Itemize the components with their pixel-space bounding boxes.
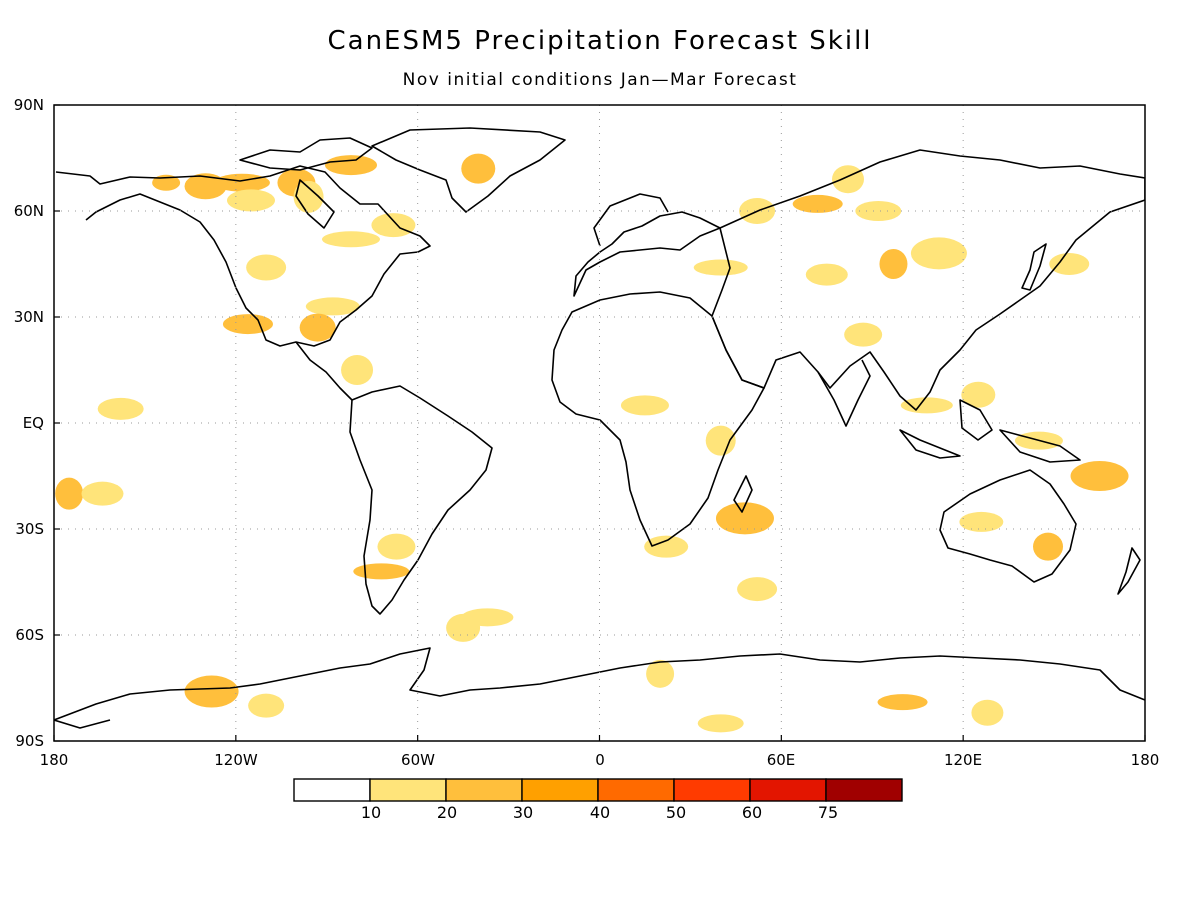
skill-region bbox=[910, 237, 967, 270]
lat-tick-label: 30N bbox=[13, 308, 44, 326]
lat-tick-label: 60S bbox=[15, 626, 44, 644]
skill-region bbox=[620, 395, 669, 416]
colorbar-swatch bbox=[369, 778, 447, 802]
skill-region bbox=[877, 694, 928, 711]
lat-tick-label: 30S bbox=[15, 520, 44, 538]
colorbar-swatch bbox=[825, 778, 903, 802]
skill-region bbox=[226, 189, 275, 212]
colorbar-label: 60 bbox=[741, 803, 763, 822]
lon-tick-label: 120E bbox=[943, 751, 983, 769]
skill-region bbox=[879, 249, 908, 279]
colorbar-label: 40 bbox=[589, 803, 611, 822]
skill-region bbox=[961, 381, 996, 408]
lon-tick-label: 180 bbox=[1130, 751, 1160, 769]
lon-tick-label: 60W bbox=[401, 751, 435, 769]
colorbar-swatch bbox=[597, 778, 675, 802]
skill-region bbox=[305, 297, 360, 316]
colorbar-label: 10 bbox=[360, 803, 382, 822]
colorbar-label: 20 bbox=[436, 803, 458, 822]
skill-region bbox=[371, 213, 416, 238]
skill-region bbox=[1049, 253, 1090, 275]
skill-region bbox=[792, 194, 843, 213]
lat-tick-label: EQ bbox=[22, 414, 44, 432]
skill-region bbox=[299, 313, 336, 342]
skill-region bbox=[832, 165, 865, 194]
colorbar-swatch bbox=[521, 778, 599, 802]
skill-region bbox=[55, 477, 84, 510]
skill-region bbox=[321, 231, 380, 248]
gridlines bbox=[54, 105, 1145, 741]
skill-region bbox=[246, 254, 287, 281]
skill-region bbox=[97, 397, 144, 420]
skill-region bbox=[900, 397, 953, 414]
skill-region bbox=[341, 355, 374, 385]
skill-region bbox=[81, 481, 124, 506]
skill-shading bbox=[55, 153, 1129, 733]
colorbar bbox=[293, 778, 903, 802]
skill-region bbox=[213, 173, 270, 192]
map-frame bbox=[53, 104, 1146, 742]
skill-region bbox=[1070, 461, 1129, 491]
skill-region bbox=[248, 693, 285, 718]
lon-tick-label: 180 bbox=[39, 751, 69, 769]
lon-tick-label: 0 bbox=[595, 751, 605, 769]
skill-region bbox=[1033, 532, 1064, 561]
lon-tick-label: 60E bbox=[766, 751, 796, 769]
skill-region bbox=[844, 322, 883, 347]
lat-tick-label: 90N bbox=[13, 96, 44, 114]
skill-region bbox=[646, 659, 675, 688]
skill-region bbox=[222, 314, 273, 335]
colorbar-label: 75 bbox=[817, 803, 839, 822]
colorbar-swatch bbox=[445, 778, 523, 802]
skill-region bbox=[805, 263, 848, 286]
skill-region bbox=[353, 563, 410, 580]
skill-region bbox=[971, 699, 1004, 726]
lat-tick-label: 90S bbox=[15, 732, 44, 750]
map-subtitle: Nov initial conditions Jan—Mar Forecast bbox=[402, 70, 798, 90]
axis-ticks bbox=[53, 104, 1146, 742]
colorbar-label: 50 bbox=[665, 803, 687, 822]
lon-tick-label: 120W bbox=[214, 751, 258, 769]
skill-region bbox=[855, 201, 902, 221]
skill-region bbox=[324, 155, 377, 176]
skill-region bbox=[705, 425, 736, 456]
skill-region bbox=[184, 675, 239, 708]
colorbar-swatch bbox=[293, 778, 371, 802]
skill-region bbox=[959, 511, 1004, 532]
skill-region bbox=[461, 153, 496, 184]
skill-region bbox=[715, 502, 774, 535]
skill-region bbox=[644, 535, 689, 558]
skill-region bbox=[737, 577, 778, 602]
skill-region bbox=[377, 533, 416, 560]
colorbar-swatch bbox=[749, 778, 827, 802]
colorbar-label: 30 bbox=[512, 803, 534, 822]
skill-region bbox=[693, 259, 748, 276]
lat-tick-label: 60N bbox=[13, 202, 44, 220]
skill-region bbox=[446, 613, 481, 642]
colorbar-swatch bbox=[673, 778, 751, 802]
map-title: CanESM5 Precipitation Forecast Skill bbox=[327, 26, 873, 56]
skill-region bbox=[697, 714, 744, 733]
